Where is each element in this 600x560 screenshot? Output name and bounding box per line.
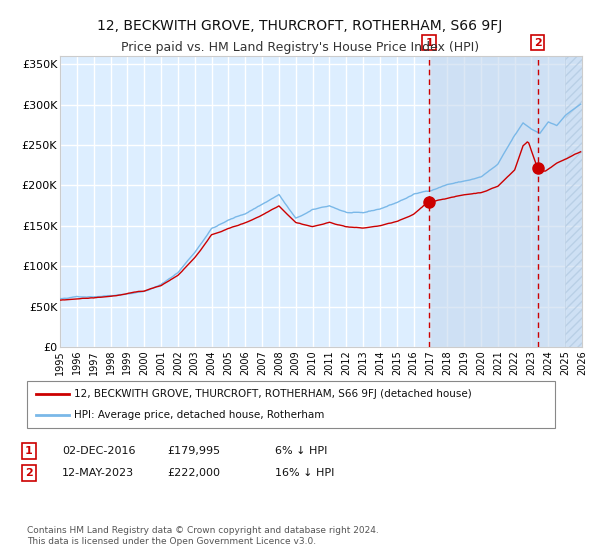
HPI: Average price, detached house, Rotherham: (2.01e+03, 1.61e+05): Average price, detached house, Rotherham…: [233, 213, 241, 220]
HPI: Average price, detached house, Rotherham: (2.02e+03, 1.99e+05): Average price, detached house, Rotherham…: [439, 183, 446, 189]
Line: HPI: Average price, detached house, Rotherham: HPI: Average price, detached house, Roth…: [60, 104, 581, 298]
Text: £179,995: £179,995: [167, 446, 220, 456]
Text: £222,000: £222,000: [167, 468, 220, 478]
Line: 12, BECKWITH GROVE, THURCROFT, ROTHERHAM, S66 9FJ (detached house): 12, BECKWITH GROVE, THURCROFT, ROTHERHAM…: [60, 142, 581, 300]
12, BECKWITH GROVE, THURCROFT, ROTHERHAM, S66 9FJ (detached house): [122, 291, 130, 297]
Bar: [565, 56, 590, 347]
Text: Contains HM Land Registry data © Crown copyright and database right 2024.
This d: Contains HM Land Registry data © Crown c…: [27, 526, 379, 546]
Text: 12, BECKWITH GROVE, THURCROFT, ROTHERHAM, S66 9FJ: 12, BECKWITH GROVE, THURCROFT, ROTHERHAM…: [97, 19, 503, 33]
Text: 6% ↓ HPI: 6% ↓ HPI: [275, 446, 327, 456]
Text: 16% ↓ HPI: 16% ↓ HPI: [275, 468, 334, 478]
Text: Price paid vs. HM Land Registry's House Price Index (HPI): Price paid vs. HM Land Registry's House …: [121, 41, 479, 54]
12, BECKWITH GROVE, THURCROFT, ROTHERHAM, S66 9FJ (detached house): [577, 148, 584, 155]
HPI: Average price, detached house, Rotherham: (2e+03, 7.01e+04): Average price, detached house, Rotherham…: [143, 287, 151, 294]
Bar: [429, 56, 582, 347]
12, BECKWITH GROVE, THURCROFT, ROTHERHAM, S66 9FJ (detached house): [322, 220, 329, 227]
HPI: Average price, detached house, Rotherham: (2.03e+03, 3e+05): Average price, detached house, Rotherham…: [577, 101, 584, 108]
Text: 2: 2: [25, 468, 32, 478]
12, BECKWITH GROVE, THURCROFT, ROTHERHAM, S66 9FJ (detached house): [567, 153, 574, 160]
Text: 2: 2: [534, 38, 542, 48]
HPI: Average price, detached house, Rotherham: (2e+03, 6.61e+04): Average price, detached house, Rotherham…: [124, 291, 131, 297]
Text: 02-DEC-2016: 02-DEC-2016: [62, 446, 136, 456]
12, BECKWITH GROVE, THURCROFT, ROTHERHAM, S66 9FJ (detached house): [142, 287, 149, 294]
HPI: Average price, detached house, Rotherham: (2e+03, 6.01e+04): Average price, detached house, Rotherham…: [58, 295, 65, 302]
12, BECKWITH GROVE, THURCROFT, ROTHERHAM, S66 9FJ (detached house): [232, 223, 239, 230]
HPI: Average price, detached house, Rotherham: (2e+03, 6.01e+04): Average price, detached house, Rotherham…: [56, 295, 64, 302]
HPI: Average price, detached house, Rotherham: (2.03e+03, 2.92e+05): Average price, detached house, Rotherham…: [567, 108, 574, 115]
Text: 1: 1: [425, 38, 433, 48]
HPI: Average price, detached house, Rotherham: (2.01e+03, 1.74e+05): Average price, detached house, Rotherham…: [323, 203, 330, 210]
Text: HPI: Average price, detached house, Rotherham: HPI: Average price, detached house, Roth…: [74, 410, 324, 420]
12, BECKWITH GROVE, THURCROFT, ROTHERHAM, S66 9FJ (detached house): [524, 138, 531, 145]
12, BECKWITH GROVE, THURCROFT, ROTHERHAM, S66 9FJ (detached house): [438, 196, 445, 203]
Text: 12, BECKWITH GROVE, THURCROFT, ROTHERHAM, S66 9FJ (detached house): 12, BECKWITH GROVE, THURCROFT, ROTHERHAM…: [74, 389, 472, 399]
Text: 1: 1: [25, 446, 32, 456]
Text: 12-MAY-2023: 12-MAY-2023: [62, 468, 134, 478]
12, BECKWITH GROVE, THURCROFT, ROTHERHAM, S66 9FJ (detached house): [56, 297, 64, 304]
